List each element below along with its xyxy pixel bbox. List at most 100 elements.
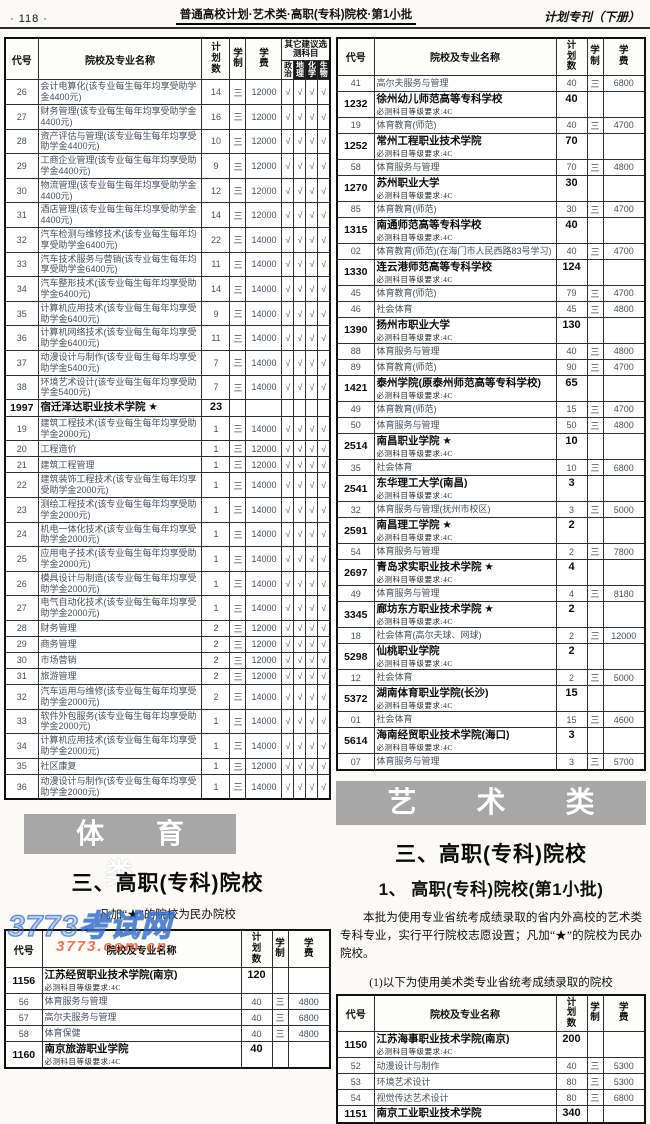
check-mark-icon: √ <box>305 153 319 179</box>
cell-code: 2591 <box>336 517 375 545</box>
cell-years: 三 <box>229 153 247 179</box>
cell-plan: 40 <box>555 116 588 134</box>
cell-name: 连云港师范高等专科学校 必测科目等级要求:4C <box>373 258 557 286</box>
cell-name: 南昌职业学院 ★ 必测科目等级要求:4C <box>373 432 557 461</box>
cell-years: 三 <box>229 773 247 800</box>
check-mark-icon: √ <box>281 276 295 302</box>
cell-fee: 4800 <box>602 300 646 318</box>
plan-table-left-top: 代号 院校及专业名称计划数学制学费其它建议选测科目政治地理化学生物 26 会计电算化(… <box>4 37 331 801</box>
private-college-note: 凡加“★”的院校为民办院校 <box>99 909 236 922</box>
school-name: 连云港师范高等专科学校 <box>376 260 493 273</box>
cell-fee: 12000 <box>245 619 283 637</box>
check-mark-icon: √ <box>317 497 331 523</box>
plan-table: 代号 院校及专业名称计划数学制学费 1150 江苏海事职业技术学院(南京) 必测科目等级… <box>336 993 646 1124</box>
cell-fee: 12000 <box>602 627 646 645</box>
cell-years: 三 <box>271 1025 289 1043</box>
cell-years: 三 <box>586 300 604 318</box>
cell-plan: 14 <box>201 79 231 106</box>
cell-plan: 45 <box>555 300 588 318</box>
cell-name: 建筑工程技术(该专业每生每年均享受助学金2000元) <box>37 415 203 442</box>
check-mark-icon: √ <box>293 595 307 621</box>
cell-fee: 6800 <box>602 459 646 476</box>
specialty-row: 33 软件外包服务(该专业每生每年均享受助学金2000元) 1 三 14000 √ √ √ √ <box>4 708 331 735</box>
cell-name: 体育服务与管理 <box>373 585 557 603</box>
cell-name: 体育教育(师范) <box>373 358 557 376</box>
cell-fee: 14000 <box>245 276 283 302</box>
subject-requirement-note: 必测科目等级要求:4C <box>376 106 453 116</box>
cell-name: 建筑工程管理 <box>37 456 203 474</box>
cell-name: 体育服务与管理 <box>373 543 557 561</box>
cell-fee <box>602 727 646 755</box>
specialty-row: 35 社区康复 1 三 12000 √ √ √ √ <box>4 757 331 775</box>
cell-plan: 70 <box>555 132 588 160</box>
cell-plan: 11 <box>201 325 231 351</box>
check-mark-icon: √ <box>293 619 307 637</box>
check-mark-icon: √ <box>293 415 307 442</box>
check-mark-icon: √ <box>305 667 319 685</box>
cell-fee: 14000 <box>245 570 283 597</box>
cell-code: 5298 <box>336 643 375 671</box>
cell-name: 湖南体育职业学院(长沙) 必测科目等级要求:4C <box>373 685 557 713</box>
cell-years: 三 <box>586 74 604 92</box>
cell-plan: 14 <box>201 276 231 302</box>
cell-name: 工商企业管理(该专业每生每年均享受助学金4400元) <box>37 153 203 179</box>
specialty-row: 19 建筑工程技术(该专业每生每年均享受助学金2000元) 1 三 14000 √ √ √ √ <box>4 415 331 442</box>
check-mark-icon: √ <box>305 128 319 155</box>
cell-fee: 14000 <box>245 251 283 278</box>
header-row: 代号 院校及专业名称计划数学制学费其它建议选测科目 <box>4 37 331 81</box>
plan-table: 代号 院校及专业名称计划数学制学费其它建议选测科目政治地理化学生物 26 会计电算化(… <box>4 37 331 801</box>
check-mark-icon: √ <box>293 276 307 302</box>
check-mark-icon: √ <box>305 497 319 523</box>
specialty-row: 31 酒店管理(该专业每生每年均享受助学金4400元) 14 三 12000 √ √ √ √ <box>4 202 331 229</box>
cell-fee: 14000 <box>245 683 283 710</box>
cell-fee: 12000 <box>245 635 283 653</box>
cell-years <box>586 316 604 344</box>
cell-years <box>586 258 604 286</box>
edition-label: 计划专刊（下册） <box>543 10 640 24</box>
cell-plan: 65 <box>555 374 588 402</box>
check-mark-icon: √ <box>317 128 331 155</box>
cell-code: 45 <box>336 284 375 302</box>
cell-plan: 2 <box>201 619 231 637</box>
cell-plan: 40 <box>555 216 588 244</box>
check-mark-icon: √ <box>281 497 295 523</box>
check-mark-icon: √ <box>293 472 307 499</box>
cell-years: 三 <box>586 1057 604 1075</box>
col-name: 院校及专业名称 <box>37 37 203 81</box>
check-mark-icon: √ <box>317 667 331 685</box>
col-subject: 地理 <box>293 59 307 81</box>
specialty-row: 27 电气自动化技术(该专业每生每年均享受助学金2000元) 1 三 14000 √ √ √ √ <box>4 595 331 621</box>
school-name: 泰州学院(原泰州师范高等专科学校) <box>376 376 542 389</box>
arts-list-note: (1)以下为使用美术类专业省统考成绩录取的院校 <box>369 976 613 989</box>
cell-name: 苏州职业大学 必测科目等级要求:4C <box>373 174 557 202</box>
cell-name: 宿迁泽达职业技术学院 ★ <box>37 399 203 417</box>
cell-years: 三 <box>229 456 247 474</box>
cell-fee: 14000 <box>245 497 283 523</box>
cell-name: 仙桃职业学院 必测科目等级要求:4C <box>373 643 557 671</box>
specialty-row: 54 体育服务与管理 2 三 7800 <box>336 543 646 561</box>
cell-years: 三 <box>229 79 247 106</box>
cell-name: 江苏海事职业技术学院(南京) 必测科目等级要求:4C <box>373 1031 557 1059</box>
cell-fee: 12000 <box>245 651 283 669</box>
check-mark-icon: √ <box>293 300 307 327</box>
check-mark-icon: √ <box>293 79 307 106</box>
cell-years: 三 <box>229 374 247 401</box>
cell-years: 三 <box>229 227 247 253</box>
check-mark-icon: √ <box>281 683 295 710</box>
cell-fee: 12000 <box>245 757 283 775</box>
cell-fee <box>602 90 646 118</box>
cell-years <box>586 132 604 160</box>
cell-years <box>586 1031 604 1059</box>
specialty-row: 01 社会体育 15 三 4600 <box>336 711 646 729</box>
cell-name: 东华理工大学(南昌) 必测科目等级要求:4C <box>373 474 557 503</box>
cell-name: 体育服务与管理(抚州市校区) <box>373 501 557 519</box>
check-mark-icon: √ <box>317 521 331 548</box>
cell-plan: 40 <box>240 993 273 1011</box>
cell-code: 58 <box>4 1025 43 1043</box>
cell-fee: 7800 <box>602 543 646 561</box>
specialty-row: 30 物流管理(该专业每生每年均享受助学金4400元) 12 三 12000 √ √ √ √ <box>4 177 331 204</box>
cell-fee: 12000 <box>245 79 283 106</box>
cell-years: 三 <box>586 416 604 434</box>
cell-name: 模具设计与制造(该专业每生每年均享受助学金2000元) <box>37 570 203 597</box>
check-mark-icon: √ <box>317 595 331 621</box>
